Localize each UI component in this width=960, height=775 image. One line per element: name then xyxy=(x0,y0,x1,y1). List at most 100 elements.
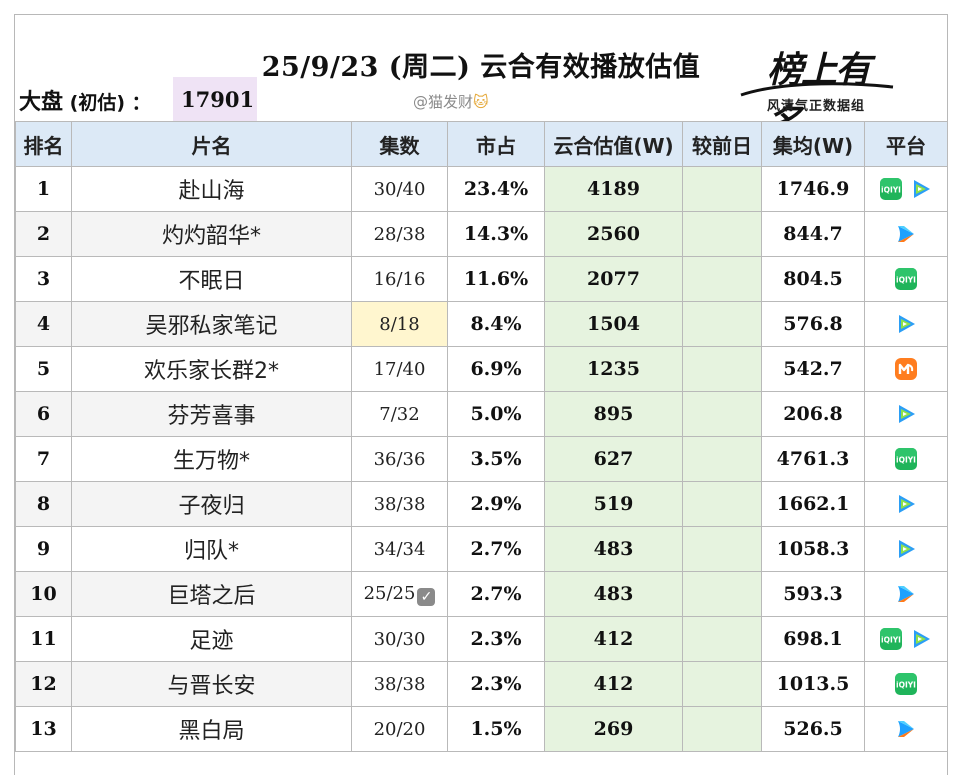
column-header-average: 集均(W) xyxy=(761,121,865,167)
table-row: 12 与晋长安 38/38 2.3% 412 1013.5 iQIYI xyxy=(15,661,948,707)
average-cell: 844.7 xyxy=(761,211,865,257)
market-total-label-sub: (初估) ： xyxy=(63,92,151,114)
platform-cell: iQIYI xyxy=(864,166,948,212)
tencent-video-icon xyxy=(894,492,918,516)
change-cell xyxy=(682,526,762,572)
rank-cell: 9 xyxy=(15,526,72,572)
title-cell: 与晋长安 xyxy=(71,661,352,707)
episodes-value: 38/38 xyxy=(373,493,426,515)
platform-cell: iQIYI xyxy=(864,436,948,482)
completed-check-icon: ✓ xyxy=(417,587,436,606)
episodes-value: 30/40 xyxy=(373,178,426,200)
estimate-cell: 269 xyxy=(544,706,683,752)
average-cell: 576.8 xyxy=(761,301,865,347)
page-title: 25/9/23 (周二) 云合有效播放估值 xyxy=(261,52,701,83)
svg-text:iQIYI: iQIYI xyxy=(881,636,901,645)
brand-logo: 榜上有名 风清气正数据组 xyxy=(737,39,897,143)
column-header-change: 较前日 xyxy=(682,121,762,167)
average-cell: 4761.3 xyxy=(761,436,865,482)
table-row: 11 足迹 30/30 2.3% 412 698.1 iQIYI xyxy=(15,616,948,662)
iqiyi-icon: iQIYI xyxy=(879,177,903,201)
estimate-cell: 1504 xyxy=(544,301,683,347)
platform-icons xyxy=(894,582,918,606)
tencent-video-icon xyxy=(894,312,918,336)
platform-icons xyxy=(894,312,918,336)
ranking-sheet: 25/9/23 (周二) 云合有效播放估值 大盘 (初估) ： 17901 @猫… xyxy=(14,14,948,775)
estimate-cell: 483 xyxy=(544,526,683,572)
episodes-value: 7/32 xyxy=(379,403,420,425)
rank-cell: 5 xyxy=(15,346,72,392)
table-row: 8 子夜归 38/38 2.9% 519 1662.1 xyxy=(15,481,948,527)
estimate-cell: 519 xyxy=(544,481,683,527)
tencent-video-icon xyxy=(894,402,918,426)
estimate-cell: 627 xyxy=(544,436,683,482)
estimate-cell: 483 xyxy=(544,571,683,617)
platform-cell: iQIYI xyxy=(864,256,948,302)
tencent-video-icon xyxy=(909,177,933,201)
rank-cell: 3 xyxy=(15,256,72,302)
svg-text:iQIYI: iQIYI xyxy=(896,276,916,285)
share-cell: 1.5% xyxy=(447,706,545,752)
author-watermark: @猫发财🐱 xyxy=(413,91,489,112)
share-cell: 11.6% xyxy=(447,256,545,302)
platform-cell xyxy=(864,526,948,572)
rank-cell: 2 xyxy=(15,211,72,257)
change-cell xyxy=(682,706,762,752)
rank-cell: 8 xyxy=(15,481,72,527)
platform-icons: iQIYI xyxy=(879,177,933,201)
rank-cell: 11 xyxy=(15,616,72,662)
title-cell: 黑白局 xyxy=(71,706,352,752)
column-header-platform: 平台 xyxy=(864,121,948,167)
estimate-cell: 895 xyxy=(544,391,683,437)
table-row: 6 芬芳喜事 7/32 5.0% 895 206.8 xyxy=(15,391,948,437)
rank-cell: 7 xyxy=(15,436,72,482)
title-cell: 巨塔之后 xyxy=(71,571,352,617)
title-cell: 不眠日 xyxy=(71,256,352,302)
svg-text:iQIYI: iQIYI xyxy=(881,186,901,195)
title-cell: 吴邪私家笔记 xyxy=(71,301,352,347)
column-header-share: 市占 xyxy=(447,121,545,167)
table-row: 5 欢乐家长群2* 17/40 6.9% 1235 542.7 xyxy=(15,346,948,392)
platform-icons xyxy=(894,492,918,516)
episodes-cell: 28/38 xyxy=(351,211,448,257)
table-row: 3 不眠日 16/16 11.6% 2077 804.5 iQIYI xyxy=(15,256,948,302)
column-header-rank: 排名 xyxy=(15,121,72,167)
change-cell xyxy=(682,661,762,707)
estimate-cell: 412 xyxy=(544,616,683,662)
average-cell: 698.1 xyxy=(761,616,865,662)
change-cell xyxy=(682,616,762,662)
average-cell: 1058.3 xyxy=(761,526,865,572)
estimate-cell: 4189 xyxy=(544,166,683,212)
share-cell: 6.9% xyxy=(447,346,545,392)
episodes-value: 38/38 xyxy=(373,673,426,695)
average-cell: 1662.1 xyxy=(761,481,865,527)
episodes-cell: 38/38 xyxy=(351,661,448,707)
mango-tv-icon xyxy=(894,357,918,381)
title-cell: 灼灼韶华* xyxy=(71,211,352,257)
title-cell: 归队* xyxy=(71,526,352,572)
average-cell: 1013.5 xyxy=(761,661,865,707)
platform-cell xyxy=(864,481,948,527)
estimate-cell: 412 xyxy=(544,661,683,707)
market-total-label: 大盘 (初估) ： xyxy=(19,85,151,121)
change-cell xyxy=(682,391,762,437)
episodes-value: 16/16 xyxy=(373,268,426,290)
episodes-value: 36/36 xyxy=(373,448,426,470)
table-row: 7 生万物* 36/36 3.5% 627 4761.3 iQIYI xyxy=(15,436,948,482)
table-row: 9 归队* 34/34 2.7% 483 1058.3 xyxy=(15,526,948,572)
market-total-value: 17901 xyxy=(173,77,257,121)
platform-cell: iQIYI xyxy=(864,616,948,662)
estimate-cell: 1235 xyxy=(544,346,683,392)
platform-cell xyxy=(864,391,948,437)
change-cell xyxy=(682,481,762,527)
share-cell: 14.3% xyxy=(447,211,545,257)
rank-cell: 13 xyxy=(15,706,72,752)
table-row: 1 赴山海 30/40 23.4% 4189 1746.9 iQIYI xyxy=(15,166,948,212)
average-cell: 804.5 xyxy=(761,256,865,302)
change-cell xyxy=(682,256,762,302)
share-cell: 5.0% xyxy=(447,391,545,437)
average-cell: 1746.9 xyxy=(761,166,865,212)
table-header-row: 排名 片名 集数 市占 云合估值(W) 较前日 集均(W) 平台 xyxy=(15,121,948,167)
share-cell: 23.4% xyxy=(447,166,545,212)
platform-cell xyxy=(864,211,948,257)
